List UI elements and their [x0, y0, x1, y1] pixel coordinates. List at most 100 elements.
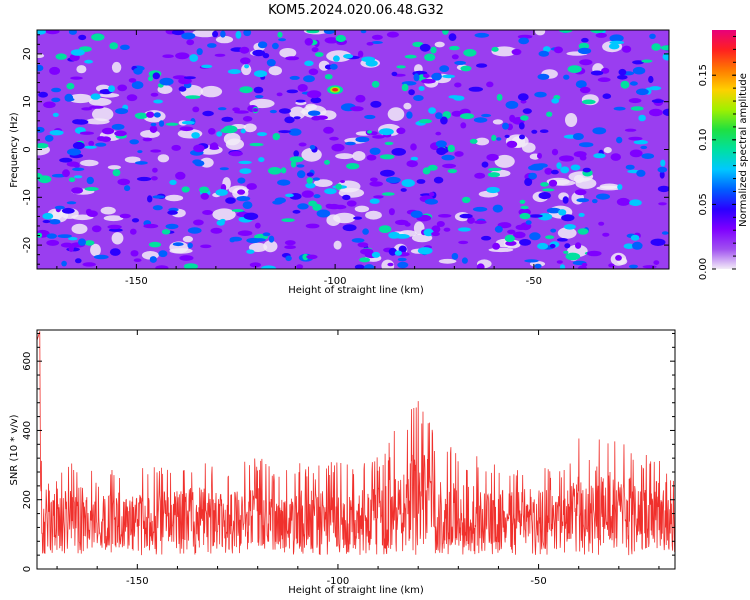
- heatmap-cell: [423, 228, 434, 237]
- heatmap-cell: [649, 86, 662, 91]
- heatmap-cell: [454, 82, 462, 88]
- heatmap-cell: [496, 93, 503, 101]
- heatmap-cell: [255, 95, 264, 99]
- heatmap-cell: [284, 240, 296, 246]
- snr-panel: -150 -100 -50 0 200 400 600 Height of straigh…: [9, 329, 676, 596]
- heatmap-cell: [371, 251, 381, 258]
- heatmap-cell: [624, 128, 637, 132]
- heatmap-cell: [111, 123, 125, 130]
- heatmap-cell: [236, 196, 251, 202]
- heatmap-cell: [289, 106, 306, 120]
- heatmap-cell: [200, 85, 223, 98]
- heatmap-cell: [518, 122, 525, 130]
- heatmap-cell: [474, 137, 490, 146]
- heatmap-cell: [633, 140, 648, 145]
- heatmap-cell: [578, 42, 590, 50]
- heatmap-cell: [112, 169, 121, 177]
- heatmap-cell: [304, 60, 314, 67]
- y-tick-label: 0: [22, 146, 33, 152]
- heatmap-cell: [45, 30, 60, 35]
- heatmap-cell: [342, 224, 357, 232]
- heatmap-cell: [366, 154, 377, 161]
- heatmap-cell: [246, 249, 255, 254]
- heatmap-cell: [618, 68, 627, 76]
- heatmap-cell: [277, 31, 283, 38]
- heatmap-cell: [277, 179, 291, 186]
- heatmap-cell: [290, 160, 297, 168]
- heatmap-cell: [175, 52, 190, 60]
- heatmap-cell: [244, 64, 250, 69]
- heatmap-cell: [306, 177, 313, 184]
- heatmap-cell: [340, 180, 345, 183]
- heatmap-cell: [360, 30, 367, 34]
- heatmap-cell: [182, 235, 193, 243]
- heatmap-cell: [261, 265, 277, 269]
- heatmap-cell: [171, 144, 181, 151]
- heatmap-cell: [538, 50, 550, 57]
- heatmap-cell: [158, 120, 165, 127]
- heatmap-cell: [384, 141, 394, 146]
- heatmap-cell: [509, 114, 516, 123]
- heatmap-cell: [179, 126, 194, 132]
- heatmap-cell: [436, 147, 447, 156]
- heatmap-cell: [324, 37, 339, 44]
- heatmap-cell: [366, 42, 374, 46]
- heatmap-cell: [430, 46, 437, 54]
- heatmap-cell: [308, 200, 317, 207]
- heatmap-cell: [219, 167, 229, 171]
- heatmap-cell: [662, 108, 669, 116]
- heatmap-cell: [628, 98, 642, 104]
- heatmap-cell: [100, 136, 111, 142]
- heatmap-cell: [590, 70, 604, 76]
- heatmap-cell: [61, 207, 75, 214]
- heatmap-cell: [461, 196, 471, 204]
- heatmap-cell: [542, 188, 555, 192]
- heatmap-cell: [558, 30, 573, 33]
- heatmap-cell: [551, 98, 560, 104]
- heatmap-cell: [276, 92, 283, 97]
- heatmap-cell: [193, 219, 204, 226]
- heatmap-cell: [429, 192, 435, 197]
- heatmap-cell: [239, 168, 252, 175]
- heatmap-cell: [272, 133, 281, 141]
- heatmap-cell: [433, 176, 444, 184]
- heatmap-cell: [401, 83, 409, 92]
- heatmap-cell: [417, 247, 433, 255]
- heatmap-cell: [434, 41, 445, 48]
- heatmap-cell: [410, 210, 423, 218]
- colorbar-tick-label: 0.10: [698, 129, 709, 151]
- heatmap-cell: [476, 63, 488, 68]
- heatmap-cell: [625, 164, 635, 170]
- heatmap-cell: [418, 86, 425, 91]
- heatmap-cell: [391, 71, 398, 77]
- heatmap-cell: [225, 197, 236, 204]
- heatmap-cell: [202, 210, 213, 215]
- heatmap-cell: [278, 38, 286, 42]
- heatmap-cell: [488, 247, 514, 253]
- heatmap-cell: [388, 208, 395, 216]
- heatmap-cell: [473, 117, 488, 123]
- heatmap-cell: [62, 169, 70, 178]
- heatmap-cell: [117, 84, 128, 92]
- heatmap-cell: [528, 172, 537, 180]
- heatmap-cell: [454, 60, 466, 65]
- heatmap-cell: [435, 112, 443, 120]
- heatmap-cell: [613, 106, 626, 111]
- heatmap-cell: [281, 218, 295, 223]
- heatmap-cell: [298, 142, 307, 147]
- heatmap-cell: [147, 195, 153, 203]
- heatmap-cell: [135, 161, 148, 165]
- heatmap-cell: [306, 30, 320, 34]
- heatmap-cell: [165, 223, 179, 230]
- heatmap-cell: [237, 230, 253, 236]
- heatmap-cell: [410, 143, 417, 151]
- heatmap-cell: [212, 208, 236, 221]
- heatmap-cell: [579, 86, 591, 94]
- heatmap-cell: [492, 204, 503, 213]
- heatmap-cell: [268, 66, 282, 76]
- heatmap-cell: [107, 165, 121, 170]
- heatmap-cell: [539, 129, 549, 133]
- heatmap-cell: [89, 105, 104, 109]
- heatmap-cell: [71, 187, 83, 194]
- heatmap-cell: [461, 257, 468, 264]
